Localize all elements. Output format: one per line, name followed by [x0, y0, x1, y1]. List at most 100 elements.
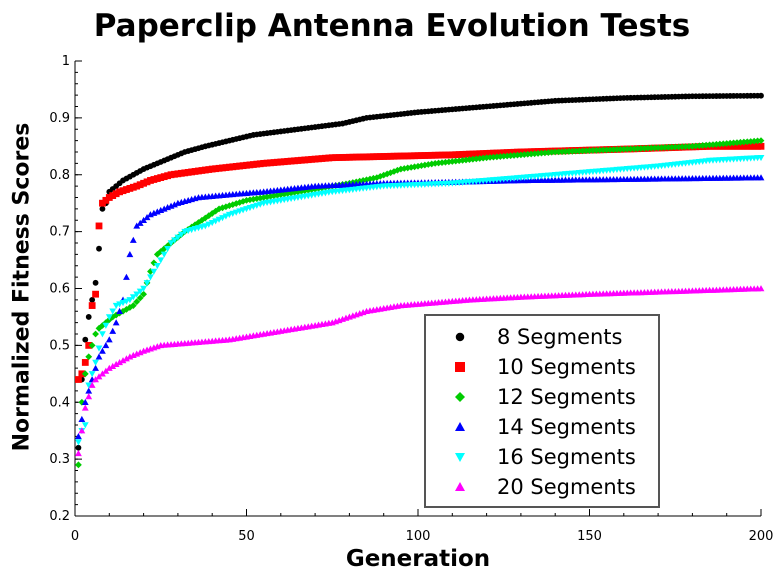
data-point: [229, 163, 237, 171]
data-point: [682, 143, 689, 150]
series-layer: [75, 92, 765, 469]
data-point: [613, 146, 621, 153]
data-point: [99, 205, 106, 212]
data-point: [490, 149, 497, 157]
data-point: [297, 187, 305, 195]
data-point: [129, 294, 137, 301]
data-point: [208, 219, 216, 227]
data-point: [373, 153, 381, 161]
data-point: [89, 296, 96, 303]
data-point: [112, 319, 120, 326]
data-point: [493, 149, 501, 157]
data-point: [496, 149, 504, 157]
data-point: [205, 166, 213, 173]
data-point: [589, 147, 597, 154]
data-point: [747, 142, 755, 150]
data-point: [116, 359, 123, 366]
data-point: [394, 152, 401, 160]
data-point: [284, 157, 292, 165]
data-point: [243, 161, 250, 169]
data-point: [92, 364, 99, 371]
data-point: [459, 151, 466, 158]
data-point: [702, 141, 710, 149]
data-point: [462, 150, 470, 158]
data-point: [363, 153, 370, 161]
data-point: [219, 164, 226, 172]
data-point: [88, 371, 96, 378]
legend-label: 12 Segments: [497, 385, 636, 409]
data-point: [414, 152, 422, 160]
data-point: [315, 155, 322, 163]
data-point: [754, 142, 761, 150]
data-point: [222, 203, 230, 211]
data-point: [304, 156, 312, 164]
data-point: [181, 169, 189, 177]
data-point: [219, 215, 226, 222]
data-point: [75, 444, 82, 451]
data-point: [92, 376, 99, 383]
data-point: [95, 324, 103, 332]
data-point: [332, 154, 340, 162]
data-point: [109, 192, 117, 200]
data-point: [188, 168, 196, 176]
data-point: [500, 152, 508, 160]
data-point: [85, 353, 93, 361]
data-point: [757, 154, 765, 162]
data-point: [92, 330, 99, 338]
data-point: [273, 191, 281, 199]
data-point: [431, 151, 439, 159]
data-point: [380, 153, 388, 160]
data-point: [136, 288, 144, 295]
data-point: [136, 181, 144, 189]
data-point: [455, 151, 463, 158]
data-point: [236, 162, 244, 170]
data-point: [404, 152, 412, 160]
data-point: [105, 194, 113, 201]
data-point: [109, 313, 117, 321]
legend-label: 20 Segments: [497, 475, 636, 499]
data-point: [291, 157, 298, 165]
data-point: [424, 152, 432, 159]
data-point: [177, 231, 185, 238]
data-point: [428, 151, 436, 159]
legend: 8 Segments 10 Segments 12 Segments 14 Segme…: [424, 314, 660, 508]
data-point: [160, 251, 168, 258]
data-point: [140, 179, 147, 187]
data-point: [99, 331, 106, 338]
data-point: [140, 216, 147, 223]
data-point: [472, 150, 480, 158]
data-point: [105, 336, 113, 343]
legend-marker: [455, 332, 465, 342]
data-point: [78, 415, 86, 423]
data-point: [119, 357, 127, 364]
data-point: [133, 222, 141, 229]
data-point: [126, 250, 134, 258]
data-point: [116, 307, 123, 314]
data-point: [421, 161, 429, 169]
data-point: [123, 273, 130, 280]
data-point: [359, 177, 367, 184]
data-point: [400, 152, 408, 160]
data-point: [301, 156, 309, 164]
x-tick-label: 100: [406, 529, 431, 544]
data-point: [531, 150, 539, 158]
data-point: [356, 153, 364, 161]
legend-item: 16 Segments: [455, 445, 636, 469]
data-point: [150, 259, 158, 267]
data-point: [387, 152, 394, 160]
data-point: [150, 268, 158, 275]
data-point: [442, 151, 449, 159]
legend-box: [424, 314, 660, 508]
data-point: [78, 398, 86, 406]
data-point: [99, 370, 106, 377]
data-point: [177, 169, 185, 177]
data-point: [346, 153, 353, 161]
data-point: [129, 302, 137, 309]
data-point: [109, 308, 117, 315]
data-point: [157, 174, 165, 181]
legend-marker: [455, 453, 465, 462]
legend-label: 10 Segments: [497, 355, 636, 379]
data-point: [730, 142, 737, 150]
data-point: [466, 150, 473, 158]
data-point: [95, 345, 103, 352]
